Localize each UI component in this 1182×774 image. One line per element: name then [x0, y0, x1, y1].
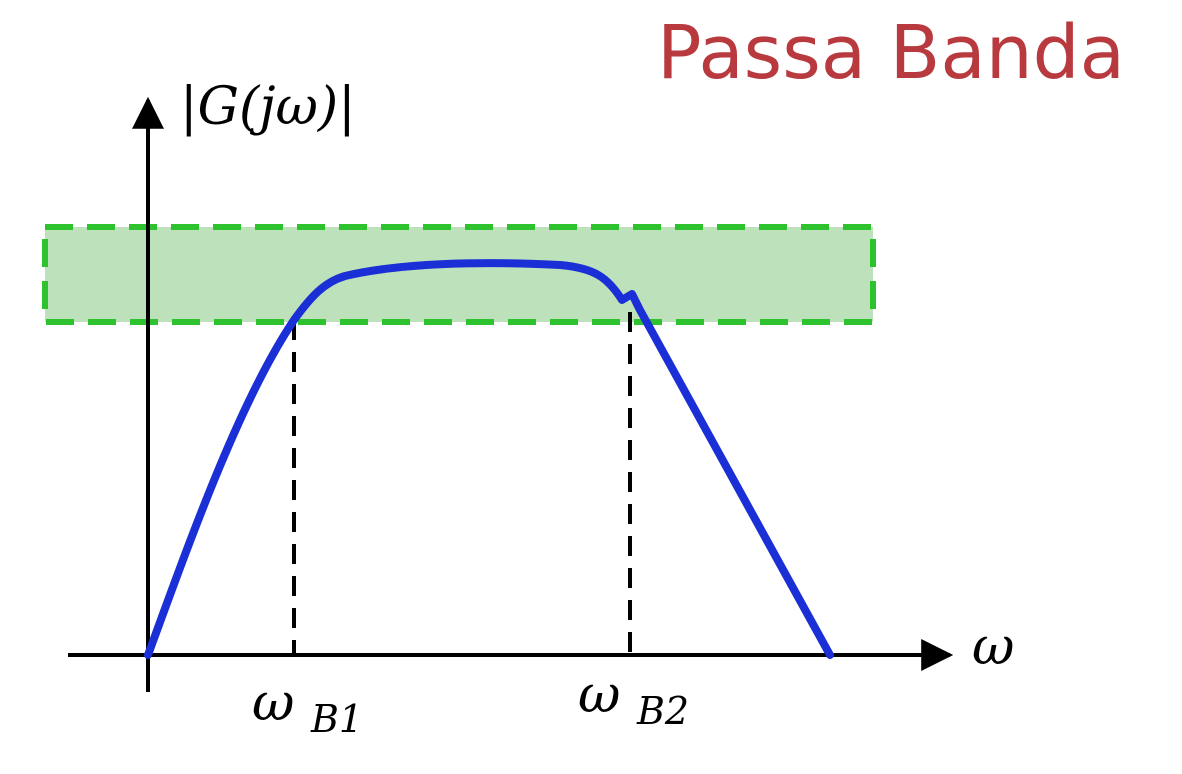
diagram-title: Passa Banda: [657, 10, 1125, 96]
frequency-response-curve: [144, 259, 834, 659]
cutoff-label-b1-main: ω: [252, 673, 294, 733]
x-axis-label: ω: [972, 617, 1014, 677]
y-axis-label: |G(jω)|: [180, 77, 356, 137]
cutoff-label-b2: ω B2: [578, 665, 689, 733]
cutoff-label-b2-main: ω: [578, 665, 620, 725]
cutoff-label-b1: ω B1: [252, 673, 363, 741]
passband-region: [42, 224, 876, 325]
cutoff-label-b1-sub: B1: [310, 697, 363, 741]
cutoff-label-b2-sub: B2: [636, 689, 689, 733]
